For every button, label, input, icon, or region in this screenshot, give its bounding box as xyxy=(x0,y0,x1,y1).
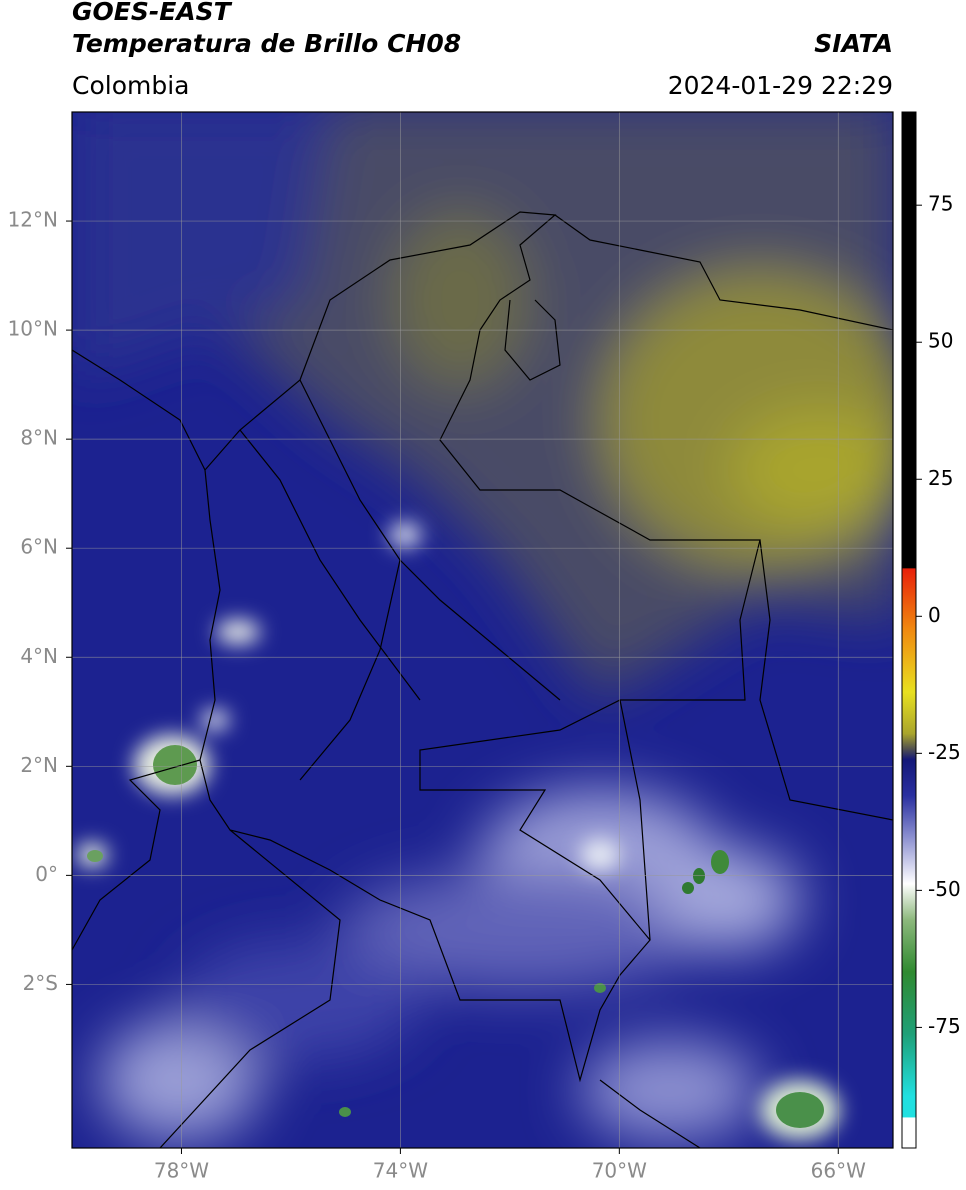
x-tick-label: 74°W xyxy=(373,1159,428,1183)
y-tick-label: 2°N xyxy=(20,753,58,777)
y-tick-label: 4°N xyxy=(20,644,58,668)
y-tick-label: 10°N xyxy=(8,317,58,341)
y-tick-label: 2°S xyxy=(23,971,58,995)
map-frame xyxy=(71,111,894,1149)
x-tick-label: 70°W xyxy=(592,1159,647,1183)
source: SIATA xyxy=(814,29,893,58)
colorbar-tick-label: -75 xyxy=(928,1014,961,1038)
x-tick-label: 66°W xyxy=(811,1159,866,1183)
colorbar-tick-label: 50 xyxy=(928,329,953,353)
subtitle: Temperatura de Brillo CH08 xyxy=(72,29,461,58)
y-tick-label: 8°N xyxy=(20,426,58,450)
y-tick-label: 0° xyxy=(35,862,58,886)
colorbar-tick-label: -50 xyxy=(928,877,961,901)
x-tick-label: 78°W xyxy=(154,1159,209,1183)
colorbar-tick-label: 75 xyxy=(928,192,953,216)
colorbar-tick-label: 0 xyxy=(928,603,941,627)
y-tick-label: 6°N xyxy=(20,535,58,559)
region: Colombia xyxy=(72,71,189,100)
grid xyxy=(72,112,893,1148)
title: GOES-EAST xyxy=(72,0,233,26)
colorbar-tick-label: 25 xyxy=(928,466,953,490)
timestamp: 2024-01-29 22:29 xyxy=(668,71,893,100)
colorbar-tick-label: -25 xyxy=(928,740,961,764)
satellite-image xyxy=(72,112,893,1148)
y-tick-label: 12°N xyxy=(8,208,58,232)
colorbar xyxy=(901,111,917,1149)
